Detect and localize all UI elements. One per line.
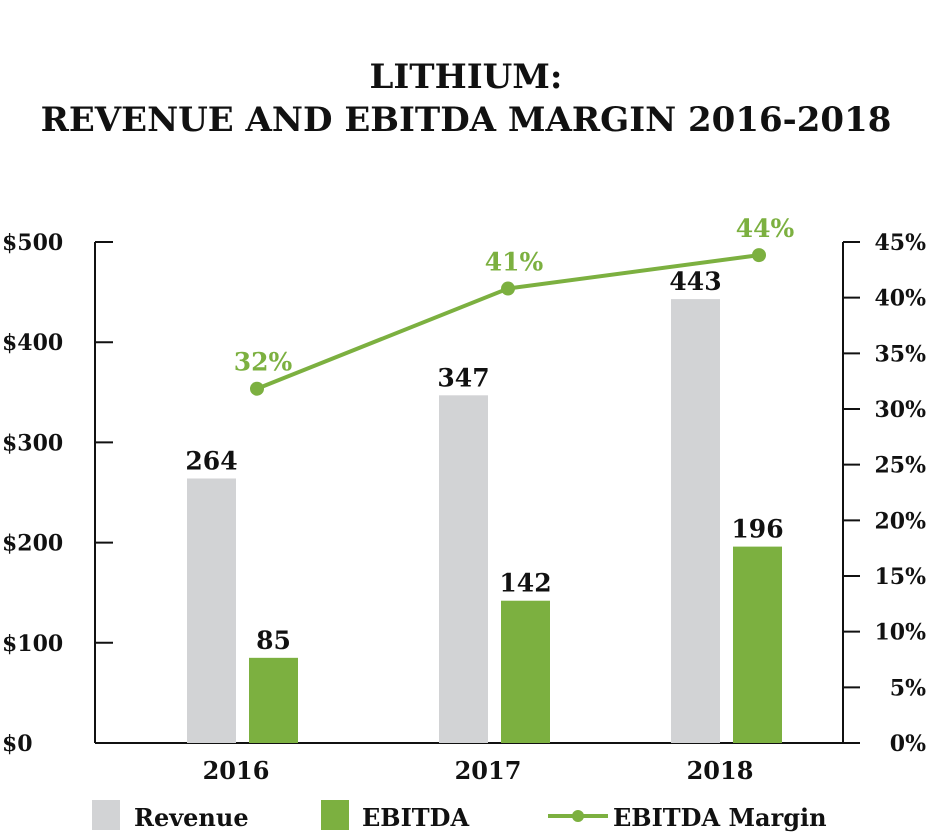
margin-point: [752, 248, 766, 263]
right-tick-label: 45%: [874, 230, 926, 256]
legend-label-revenue: Revenue: [134, 803, 249, 832]
legend-swatch-ebitda: [321, 800, 349, 830]
ebitda-bar: [733, 546, 782, 743]
right-tick-label: 30%: [874, 397, 926, 423]
x-tick-label: 2017: [455, 756, 522, 785]
chart-title-line2: REVENUE AND EBITDA MARGIN 2016-2018: [41, 100, 892, 140]
legend-swatch-revenue: [92, 800, 120, 830]
left-tick-label: $500: [2, 230, 63, 256]
legend: Revenue EBITDA EBITDA Margin: [92, 800, 827, 832]
margin-value-label: 41%: [485, 248, 544, 277]
bars: [187, 299, 782, 743]
left-tick-label: $400: [2, 330, 63, 356]
ebitda-value-label: 142: [499, 569, 551, 598]
ebitda-value-label: 85: [256, 626, 291, 655]
margin-line: [250, 248, 766, 396]
margin-point: [250, 381, 264, 396]
revenue-bar: [671, 299, 720, 743]
ebitda-bar: [501, 600, 550, 743]
revenue-value-label: 264: [185, 446, 237, 475]
right-tick-label: 20%: [874, 508, 926, 534]
revenue-value-label: 347: [437, 363, 489, 392]
legend-marker-margin: [572, 810, 584, 822]
right-tick-label: 15%: [874, 564, 926, 590]
ebitda-value-label: 196: [731, 515, 783, 544]
legend-label-ebitda: EBITDA: [362, 803, 469, 832]
margin-point: [501, 281, 515, 296]
axes: $0 $100 $200 $300 $400 $500 0% 5% 10% 15% 20% 25% 30…: [2, 230, 926, 785]
left-tick-label: $300: [2, 430, 63, 456]
left-tick-label: $100: [2, 631, 63, 657]
revenue-bar: [187, 478, 236, 743]
left-tick-label: $200: [2, 531, 63, 557]
right-tick-label: 25%: [874, 453, 926, 479]
right-tick-label: 40%: [874, 286, 926, 312]
legend-label-margin: EBITDA Margin: [613, 803, 827, 832]
revenue-value-label: 443: [669, 267, 721, 296]
x-tick-label: 2016: [203, 756, 270, 785]
margin-value-label: 44%: [736, 214, 795, 243]
left-tick-label: $0: [2, 731, 33, 757]
x-tick-label: 2018: [687, 756, 754, 785]
data-labels: 264 85 347 142 443 196 32% 41% 44%: [185, 214, 794, 655]
chart-title-line1: LITHIUM:: [370, 57, 563, 97]
revenue-bar: [439, 395, 488, 743]
right-tick-label: 5%: [890, 675, 926, 701]
margin-value-label: 32%: [234, 348, 293, 377]
right-tick-label: 10%: [874, 620, 926, 646]
ebitda-bar: [249, 657, 298, 743]
right-tick-label: 0%: [890, 731, 926, 757]
right-tick-label: 35%: [874, 341, 926, 367]
